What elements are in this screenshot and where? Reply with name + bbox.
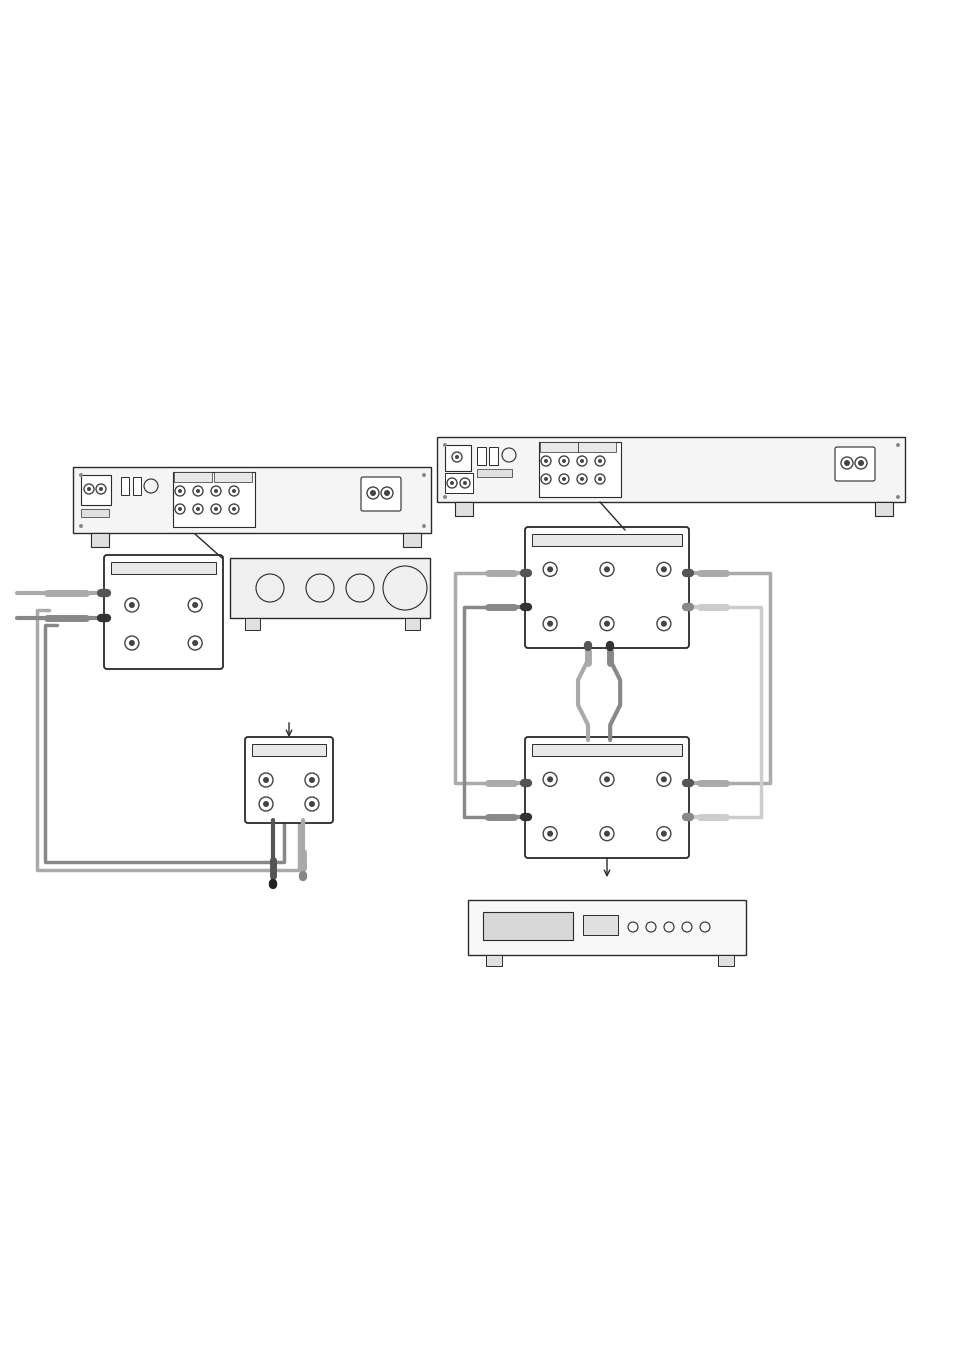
Circle shape — [598, 458, 601, 462]
Bar — [81, 508, 109, 517]
Circle shape — [843, 460, 849, 466]
FancyBboxPatch shape — [834, 447, 874, 481]
Circle shape — [87, 487, 91, 491]
FancyBboxPatch shape — [245, 738, 333, 823]
Circle shape — [195, 490, 200, 494]
Circle shape — [660, 831, 666, 837]
Circle shape — [442, 443, 447, 447]
Bar — [213, 472, 252, 481]
Bar — [578, 442, 616, 452]
Circle shape — [79, 523, 83, 527]
Bar — [73, 466, 431, 533]
Circle shape — [232, 490, 235, 494]
Circle shape — [660, 777, 666, 782]
Bar — [81, 475, 111, 504]
FancyBboxPatch shape — [524, 738, 688, 858]
Bar — [402, 533, 420, 546]
Bar — [476, 447, 485, 465]
Bar — [172, 472, 254, 527]
Circle shape — [421, 473, 426, 477]
Circle shape — [561, 477, 565, 481]
Bar — [482, 913, 573, 940]
Circle shape — [129, 602, 134, 607]
Circle shape — [370, 490, 375, 496]
Bar — [132, 477, 141, 495]
Circle shape — [442, 495, 447, 499]
Bar — [121, 477, 129, 495]
Circle shape — [547, 777, 553, 782]
Bar — [444, 445, 471, 471]
Bar — [173, 472, 212, 481]
Bar — [718, 955, 733, 965]
Circle shape — [660, 621, 666, 626]
Circle shape — [561, 458, 565, 462]
Circle shape — [543, 477, 547, 481]
Bar — [532, 744, 681, 757]
Bar — [476, 469, 512, 477]
Circle shape — [99, 487, 103, 491]
Bar — [91, 533, 109, 546]
Circle shape — [450, 481, 454, 485]
Circle shape — [213, 507, 218, 511]
Circle shape — [455, 456, 458, 458]
Circle shape — [178, 507, 182, 511]
Bar — [532, 534, 681, 546]
Circle shape — [192, 602, 198, 607]
Bar — [252, 744, 326, 757]
Circle shape — [579, 477, 583, 481]
Circle shape — [660, 567, 666, 572]
Bar — [538, 442, 620, 498]
Bar — [489, 447, 497, 465]
Circle shape — [895, 495, 899, 499]
Circle shape — [178, 490, 182, 494]
FancyBboxPatch shape — [104, 555, 223, 669]
Circle shape — [547, 621, 553, 626]
Circle shape — [603, 567, 609, 572]
Circle shape — [213, 490, 218, 494]
Circle shape — [309, 777, 314, 782]
Circle shape — [547, 567, 553, 572]
Bar — [405, 618, 419, 631]
Circle shape — [263, 777, 269, 782]
Bar — [539, 442, 578, 452]
Circle shape — [462, 481, 467, 485]
Circle shape — [895, 443, 899, 447]
Circle shape — [598, 477, 601, 481]
Circle shape — [543, 458, 547, 462]
Circle shape — [603, 777, 609, 782]
Bar — [468, 900, 745, 955]
Circle shape — [579, 458, 583, 462]
Circle shape — [603, 621, 609, 626]
Bar — [455, 502, 473, 517]
Circle shape — [79, 473, 83, 477]
Circle shape — [195, 507, 200, 511]
Bar — [874, 502, 892, 517]
Circle shape — [603, 831, 609, 837]
Bar — [582, 915, 618, 936]
Bar — [485, 955, 501, 965]
Bar — [436, 437, 904, 502]
Bar — [111, 561, 215, 574]
Circle shape — [547, 831, 553, 837]
Circle shape — [263, 801, 269, 807]
Circle shape — [129, 640, 134, 645]
Circle shape — [192, 640, 198, 645]
Circle shape — [309, 801, 314, 807]
FancyBboxPatch shape — [524, 527, 688, 648]
Circle shape — [857, 460, 863, 466]
Circle shape — [384, 490, 390, 496]
Circle shape — [421, 523, 426, 527]
FancyBboxPatch shape — [360, 477, 400, 511]
Circle shape — [232, 507, 235, 511]
Bar — [230, 559, 430, 618]
Bar — [444, 473, 473, 494]
Bar — [245, 618, 260, 631]
